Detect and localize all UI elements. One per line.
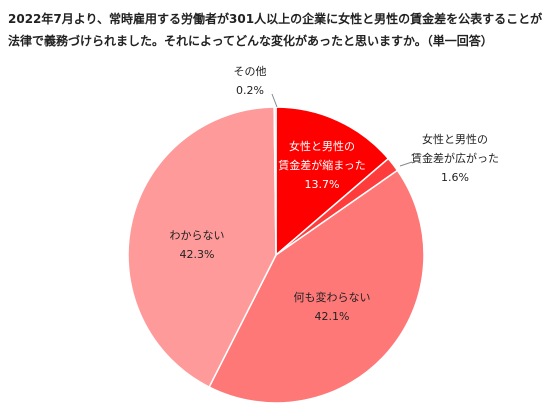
leader-line	[271, 93, 278, 108]
pie-slice	[127, 106, 277, 389]
value-label: 0.2%	[236, 84, 264, 97]
pie-slice	[208, 169, 425, 404]
value-label: 42.3%	[179, 248, 215, 261]
slice-label: その他	[233, 65, 267, 78]
value-label: 42.1%	[314, 310, 350, 323]
slice-label: 女性と男性の 賃金差が縮まった	[278, 140, 366, 172]
slice-label: 何も変わらない	[293, 291, 371, 304]
chart-title: 2022年7月より、常時雇用する労働者が301人以上の企業に女性と男性の賃金差を…	[8, 12, 543, 48]
pie-slice	[273, 106, 277, 256]
leader-line	[399, 161, 413, 167]
slice-label: わからない	[169, 229, 225, 242]
value-label: 1.6%	[441, 171, 469, 184]
value-label: 13.7%	[304, 178, 340, 191]
slice-label: 女性と男性の 賃金差が広がった	[411, 133, 499, 165]
pie-slice	[275, 106, 390, 257]
